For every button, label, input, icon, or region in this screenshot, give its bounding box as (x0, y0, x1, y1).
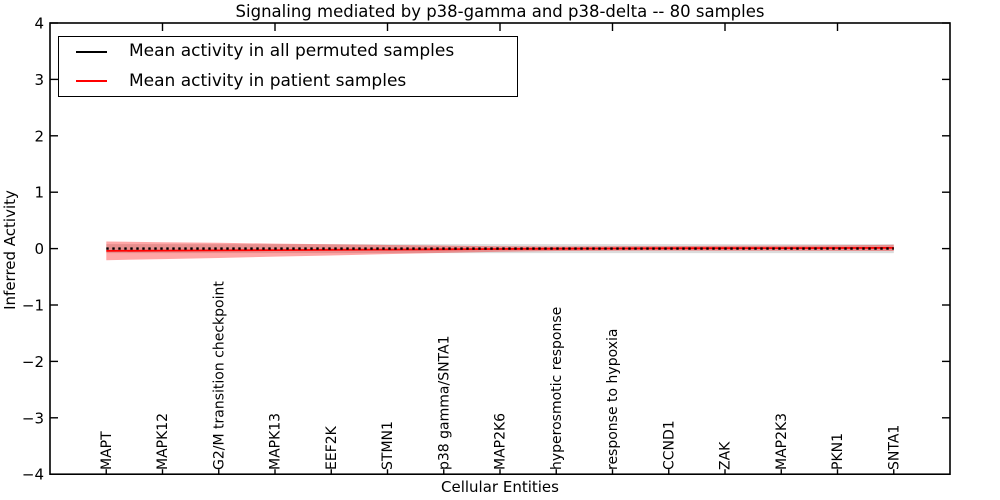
y-tick-label: 0 (34, 240, 44, 258)
legend: Mean activity in all permuted samples Mea… (58, 36, 518, 97)
entity-tick-label: hyperosmotic response (549, 307, 565, 470)
entity-tick-label: CCND1 (661, 420, 677, 470)
y-tick-label: 3 (34, 71, 44, 89)
y-tick-label: −3 (22, 409, 44, 427)
legend-entry-label: Mean activity in all permuted samples (129, 41, 455, 62)
y-tick-label: 2 (34, 127, 44, 145)
legend-entry: Mean activity in patient samples (76, 70, 517, 91)
entity-tick-label: MAP2K3 (774, 413, 790, 470)
y-tick-label: 1 (34, 184, 44, 202)
y-axis-label: Inferred Activity (1, 190, 19, 310)
x-axis-label: Cellular Entities (441, 478, 559, 496)
y-tick-label: 4 (34, 15, 44, 33)
y-tick-label: −1 (22, 297, 44, 315)
chart-title: Signaling mediated by p38-gamma and p38-… (235, 2, 765, 21)
entity-tick-label: EEF2K (324, 425, 340, 470)
y-tick-label: −4 (22, 466, 44, 484)
legend-entry-label: Mean activity in patient samples (129, 70, 407, 91)
entity-tick-label: p38 gamma/SNTA1 (436, 336, 452, 471)
entity-tick-label: PKN1 (830, 433, 846, 470)
entity-tick-label: MAPK12 (155, 413, 171, 470)
legend-line-swatch (76, 50, 107, 53)
entity-tick-label: G2/M transition checkpoint (211, 281, 227, 470)
y-tick-label: −2 (22, 353, 44, 371)
entity-tick-label: response to hypoxia (605, 329, 621, 470)
patient-std-band (106, 241, 894, 261)
legend-line-swatch (76, 80, 107, 83)
entity-tick-label: MAPK13 (268, 413, 284, 470)
entity-tick-label: MAP2K6 (493, 413, 509, 470)
entity-tick-label: STMN1 (380, 421, 396, 470)
entity-tick-label: SNTA1 (886, 425, 902, 470)
entity-tick-label: MAPT (99, 431, 115, 470)
entity-tick-label: ZAK (718, 441, 734, 470)
legend-entry: Mean activity in all permuted samples (76, 43, 517, 60)
